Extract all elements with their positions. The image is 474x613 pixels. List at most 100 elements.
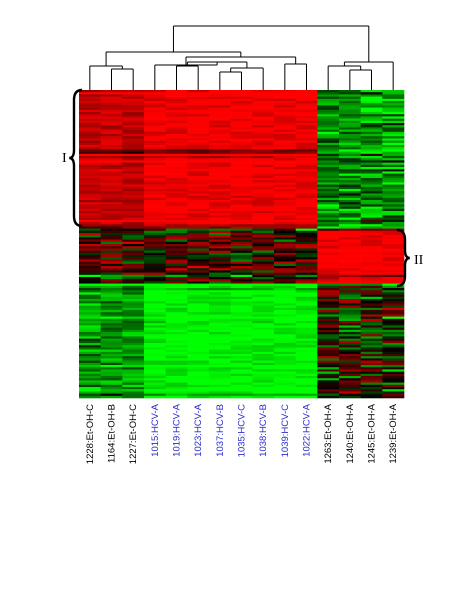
heatmap-cell [144, 316, 166, 320]
heatmap-cell [122, 365, 145, 368]
heatmap-cell [230, 367, 253, 370]
heatmap-cell [100, 213, 123, 216]
heatmap-cell [144, 182, 166, 185]
heatmap-cell [100, 327, 123, 331]
heatmap-cell [122, 376, 145, 379]
heatmap-cell [382, 127, 405, 130]
heatmap-cell [274, 204, 296, 207]
heatmap-cell [317, 94, 340, 97]
heatmap-cell [274, 378, 296, 381]
heatmap-cell [165, 391, 188, 394]
heatmap-cell [187, 195, 210, 199]
heatmap-cell [339, 285, 361, 289]
heatmap-cell [317, 290, 340, 293]
heatmap-cell [165, 175, 188, 179]
heatmap-cell [144, 169, 166, 172]
heatmap-cell [79, 301, 101, 304]
heatmap-cell [209, 371, 231, 375]
heatmap-cell [100, 255, 123, 258]
heatmap-cell [187, 391, 210, 394]
heatmap-cell [187, 314, 210, 317]
heatmap-cell [274, 367, 296, 370]
heatmap-cell [230, 195, 253, 199]
heatmap-cell [165, 292, 188, 295]
heatmap-cell [382, 151, 405, 155]
heatmap-cell [165, 268, 188, 271]
heatmap-cell [230, 217, 253, 221]
heatmap-cell [122, 312, 145, 315]
heatmap-cell [230, 391, 253, 394]
heatmap-cell [252, 354, 275, 357]
heatmap-cell [360, 354, 383, 357]
heatmap-cell [274, 395, 296, 399]
heatmap-cell [209, 244, 231, 247]
column-label: 1037:HCV-B [215, 404, 226, 457]
cluster-brace [69, 88, 83, 228]
heatmap-cell [252, 290, 275, 293]
heatmap-cell [100, 127, 123, 130]
heatmap-cell [209, 107, 231, 111]
heatmap-cell [360, 303, 383, 306]
heatmap-cell [360, 340, 383, 344]
heatmap-cell [360, 378, 383, 381]
heatmap-cell [230, 147, 253, 150]
heatmap-cell [187, 343, 210, 346]
heatmap-cell [295, 189, 318, 192]
heatmap-cell [382, 145, 405, 148]
heatmap-cell [317, 257, 340, 260]
heatmap-cell [230, 255, 253, 258]
heatmap-cell [339, 373, 361, 377]
heatmap-cell [252, 239, 275, 243]
heatmap-cell [144, 142, 166, 146]
heatmap-cell [252, 292, 275, 295]
heatmap-cell [295, 171, 318, 174]
heatmap-cell [339, 167, 361, 170]
heatmap-cell [230, 206, 253, 210]
heatmap-cell [187, 266, 210, 269]
heatmap-cell [209, 318, 231, 322]
heatmap-cell [79, 195, 101, 199]
heatmap-cell [274, 171, 296, 174]
heatmap-cell [230, 175, 253, 179]
heatmap-cell [122, 191, 145, 194]
heatmap-cell [187, 136, 210, 139]
heatmap-cell [144, 301, 166, 304]
heatmap-cell [144, 336, 166, 339]
heatmap-cell [79, 189, 101, 192]
heatmap-cell [187, 321, 210, 324]
heatmap-cell [209, 321, 231, 324]
heatmap-cell [144, 129, 166, 133]
heatmap-cell [339, 105, 361, 108]
heatmap-cell [317, 175, 340, 179]
heatmap-cell [252, 173, 275, 177]
heatmap-cell [339, 290, 361, 293]
heatmap-cell [274, 112, 296, 115]
heatmap-cell [79, 325, 101, 328]
heatmap-cell [252, 281, 275, 284]
heatmap-cell [187, 312, 210, 315]
heatmap-cell [252, 285, 275, 289]
heatmap-cell [79, 204, 101, 207]
heatmap-cell [209, 246, 231, 249]
heatmap-cell [252, 334, 275, 337]
heatmap-cell [165, 356, 188, 359]
heatmap-cell [317, 239, 340, 243]
heatmap-cell [274, 340, 296, 344]
heatmap-cell [360, 261, 383, 265]
heatmap-cell [274, 351, 296, 355]
heatmap-cell [230, 277, 253, 280]
heatmap-cell [252, 114, 275, 117]
heatmap-cell [122, 263, 145, 267]
heatmap-cell [79, 158, 101, 161]
heatmap-cell [339, 369, 361, 372]
heatmap-cell [100, 167, 123, 170]
heatmap-cell [165, 127, 188, 130]
heatmap-cell [360, 213, 383, 216]
heatmap-cell [274, 175, 296, 179]
heatmap-cell [187, 134, 210, 137]
heatmap-cell [187, 186, 210, 190]
heatmap-cell [360, 235, 383, 238]
heatmap-cell [382, 112, 405, 115]
heatmap-cell [100, 345, 123, 348]
heatmap-cell [252, 200, 275, 203]
